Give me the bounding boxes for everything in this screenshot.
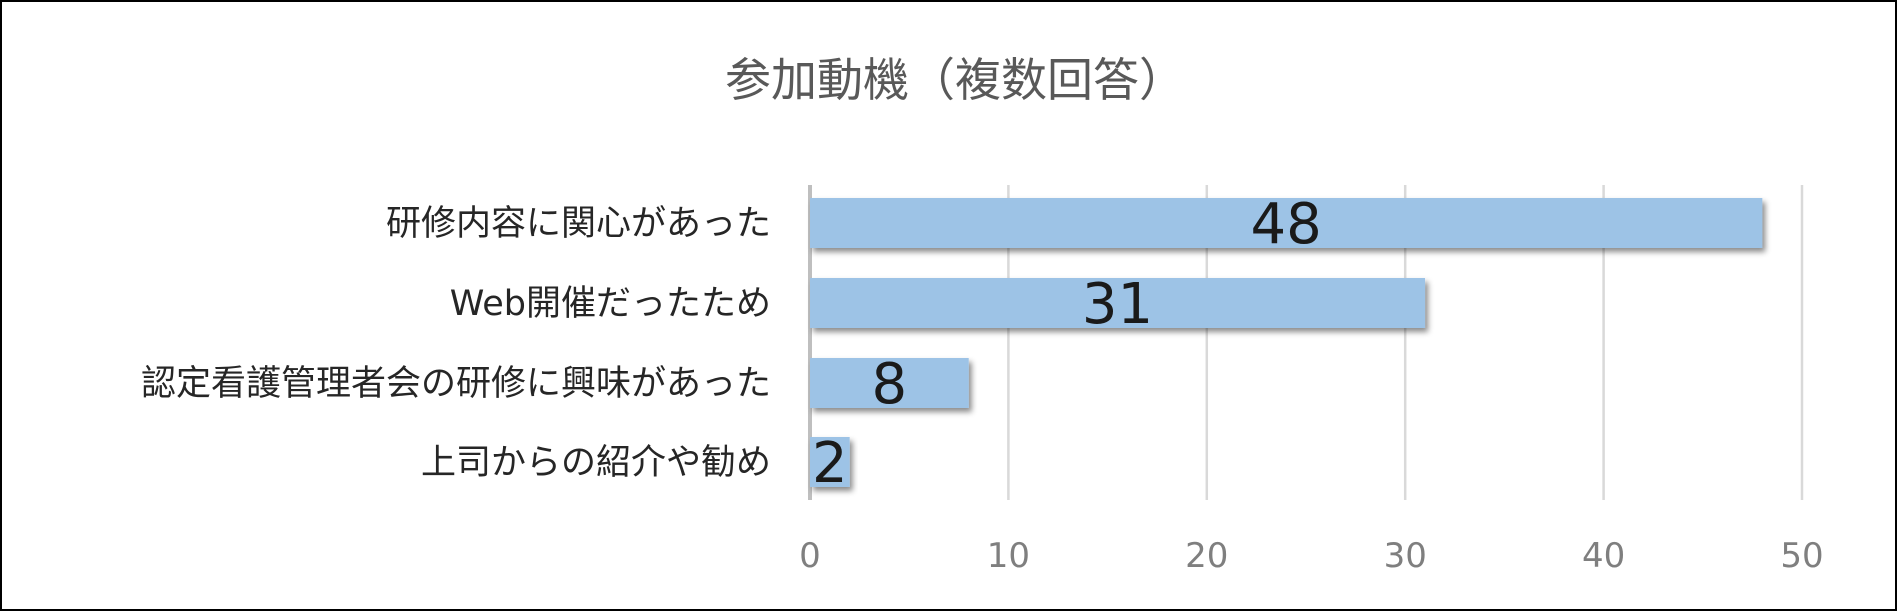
category-label: 上司からの紹介や勧め xyxy=(421,443,771,483)
bar xyxy=(810,358,969,408)
x-tick-label: 30 xyxy=(1384,536,1427,576)
category-label: 認定看護管理者会の研修に興味があった xyxy=(141,364,771,404)
data-label: 48 xyxy=(1251,192,1322,257)
category-label: 研修内容に関心があった xyxy=(386,204,771,244)
x-tick-label: 50 xyxy=(1780,536,1823,576)
x-tick-label: 40 xyxy=(1582,536,1625,576)
x-axis-tick-labels: 0 10 20 30 40 50 xyxy=(799,536,1823,576)
category-labels: 研修内容に関心があった Web開催だったため認定看護管理者会の研修に興味があった上… xyxy=(141,204,771,483)
bars xyxy=(810,198,1763,487)
data-labels: 48 31 82 xyxy=(812,192,1322,496)
x-tick-label: 20 xyxy=(1185,536,1228,576)
bar xyxy=(810,278,1426,328)
data-label: 31 xyxy=(1082,272,1153,337)
x-tick-label: 10 xyxy=(987,536,1030,576)
category-label: Web開催だったため xyxy=(450,284,771,324)
bar xyxy=(810,437,850,487)
data-label: 8 xyxy=(872,352,908,417)
data-label: 2 xyxy=(812,431,848,496)
bar xyxy=(810,198,1763,248)
x-tick-label: 0 xyxy=(799,536,821,576)
chart-title: 参加動機（複数回答） xyxy=(725,53,1185,107)
